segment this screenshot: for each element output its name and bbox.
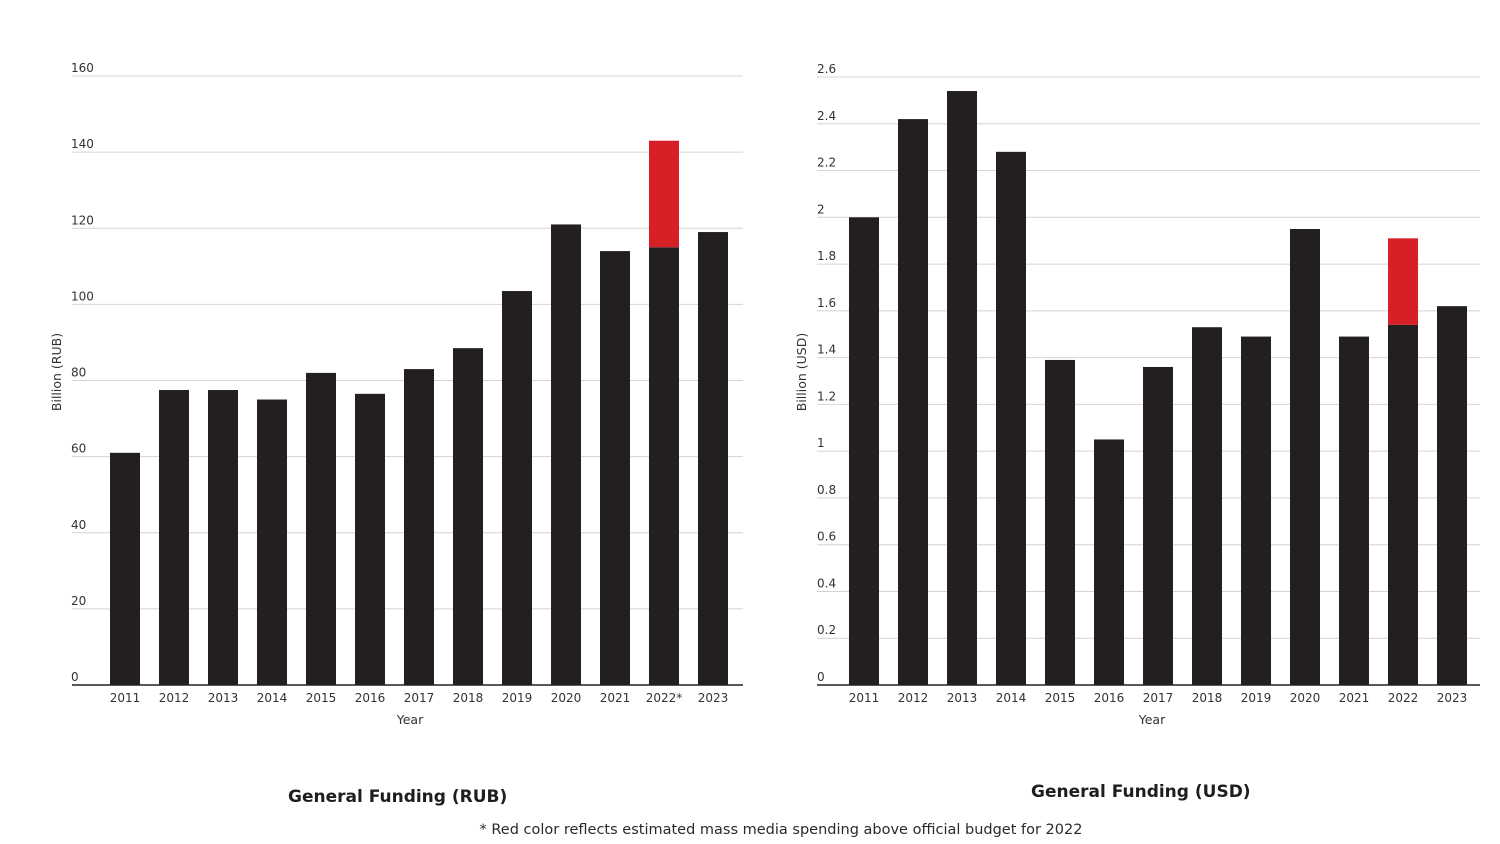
y-tick-label: 20 <box>71 594 86 608</box>
bar-2019 <box>502 291 532 685</box>
y-tick-label: 2.2 <box>817 156 836 170</box>
y-tick-label: 0.2 <box>817 623 836 637</box>
x-tick-label: 2013 <box>208 691 239 705</box>
y-tick-label: 140 <box>71 137 94 151</box>
bar-2014 <box>257 399 287 685</box>
bar-2015 <box>1045 359 1075 685</box>
y-tick-label: 1.2 <box>817 389 836 403</box>
x-tick-label: 2016 <box>355 691 386 705</box>
bar-2015 <box>306 372 336 685</box>
x-tick-label: 2014 <box>257 691 288 705</box>
y-tick-label: 1 <box>817 436 825 450</box>
x-axis-label: Year <box>1138 712 1166 727</box>
x-tick-label: 2012 <box>898 691 929 705</box>
bar-extra-2022* <box>649 140 679 248</box>
bar-2020 <box>551 224 581 685</box>
bar-2021 <box>1339 336 1369 685</box>
y-tick-label: 0 <box>71 670 79 684</box>
chart-rub-title: General Funding (RUB) <box>288 787 508 807</box>
y-tick-label: 2.4 <box>817 109 836 123</box>
bar-2013 <box>208 390 238 685</box>
bar-2012 <box>898 119 928 686</box>
y-tick-label: 40 <box>71 518 86 532</box>
bar-2023 <box>698 232 728 685</box>
x-tick-label: 2022 <box>1388 691 1419 705</box>
bar-2012 <box>159 390 189 685</box>
x-tick-label: 2017 <box>404 691 435 705</box>
bar-2013 <box>947 91 977 686</box>
x-tick-label: 2021 <box>1339 691 1370 705</box>
y-tick-label: 160 <box>71 61 94 75</box>
y-axis-label: Billion (RUB) <box>49 333 64 411</box>
x-tick-label: 2012 <box>159 691 190 705</box>
y-tick-label: 2.6 <box>817 62 836 76</box>
y-tick-label: 0.4 <box>817 576 836 590</box>
x-tick-label: 2019 <box>502 691 533 705</box>
x-tick-label: 2015 <box>306 691 337 705</box>
x-tick-label: 2021 <box>600 691 631 705</box>
y-tick-label: 2 <box>817 202 825 216</box>
chart-usd-title: General Funding (USD) <box>1031 782 1251 802</box>
bar-2014 <box>996 151 1026 686</box>
x-tick-label: 2020 <box>551 691 582 705</box>
x-tick-label: 2020 <box>1290 691 1321 705</box>
y-tick-label: 1.8 <box>817 249 836 263</box>
bar-2018 <box>1192 327 1222 685</box>
bar-extra-2022 <box>1388 238 1418 325</box>
x-tick-label: 2018 <box>453 691 484 705</box>
x-tick-label: 2023 <box>1437 691 1468 705</box>
y-tick-label: 100 <box>71 289 94 303</box>
x-tick-label: 2022* <box>646 691 683 705</box>
bar-2016 <box>1094 439 1124 685</box>
bar-2022 <box>1388 324 1418 685</box>
bar-2011 <box>110 452 140 685</box>
bar-2020 <box>1290 229 1320 685</box>
y-tick-label: 0.8 <box>817 483 836 497</box>
bar-2018 <box>453 348 483 685</box>
y-axis-label: Billion (USD) <box>794 333 809 411</box>
bar-2023 <box>1437 306 1467 685</box>
bar-2017 <box>404 369 434 685</box>
bar-2021 <box>600 251 630 685</box>
x-tick-label: 2015 <box>1045 691 1076 705</box>
x-tick-label: 2023 <box>698 691 729 705</box>
x-tick-label: 2013 <box>947 691 978 705</box>
x-tick-label: 2018 <box>1192 691 1223 705</box>
y-tick-label: 120 <box>71 213 94 227</box>
chart-usd: 0 0.2 0.4 0.6 0.8 1 1.2 1.4 1.6 1.8 2 2.2 2.4 2.6 2011… <box>794 62 1480 727</box>
x-tick-label: 2014 <box>996 691 1027 705</box>
x-tick-label: 2019 <box>1241 691 1272 705</box>
bar-2011 <box>849 217 879 686</box>
bar-2022* <box>649 247 679 685</box>
y-tick-label: 0 <box>817 670 825 684</box>
footnote: * Red color reflects estimated mass medi… <box>479 822 1083 838</box>
y-tick-label: 60 <box>71 442 86 456</box>
y-tick-label: 80 <box>71 366 86 380</box>
x-axis-label: Year <box>396 712 424 727</box>
bar-2019 <box>1241 336 1271 685</box>
y-tick-label: 1.6 <box>817 296 836 310</box>
chart-rub: 0 20 40 60 80 100 120 140 160 2011 2012 2013 2014 201… <box>49 61 743 727</box>
bar-2017 <box>1143 366 1173 685</box>
x-tick-label: 2017 <box>1143 691 1174 705</box>
y-tick-label: 0.6 <box>817 530 836 544</box>
x-tick-label: 2011 <box>110 691 141 705</box>
bar-2016 <box>355 393 385 685</box>
y-tick-label: 1.4 <box>817 343 836 357</box>
x-tick-label: 2016 <box>1094 691 1125 705</box>
x-tick-label: 2011 <box>849 691 880 705</box>
